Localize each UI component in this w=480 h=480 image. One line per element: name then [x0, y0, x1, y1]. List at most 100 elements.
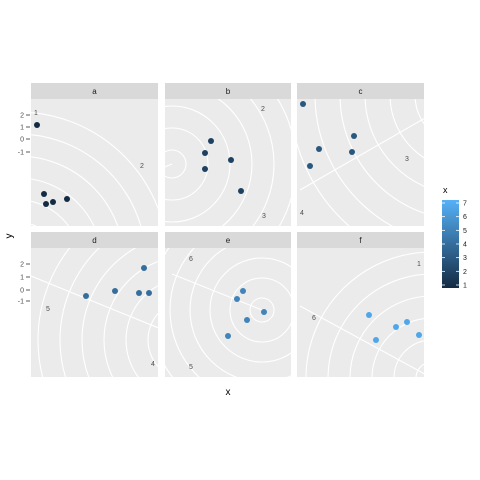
- panel-background: [297, 248, 424, 377]
- circle-label: 4: [151, 361, 155, 368]
- data-point: [366, 312, 372, 318]
- data-point: [404, 319, 410, 325]
- data-point: [316, 146, 322, 152]
- circle-label: 3: [405, 156, 409, 163]
- y-tick-label: 2: [20, 262, 24, 269]
- y-axis-label: y: [4, 234, 15, 239]
- x-axis-label: x: [226, 387, 231, 398]
- facet-strip-label: a: [92, 87, 97, 96]
- polar-gridlines: [297, 99, 424, 226]
- data-point: [244, 317, 250, 323]
- y-tick-label: -1: [18, 150, 24, 157]
- circle-label: 5: [46, 306, 50, 313]
- grid-circle: [125, 285, 158, 377]
- data-point: [112, 288, 118, 294]
- panel-background: [31, 248, 158, 377]
- facet-panel-f: f 1 6: [297, 232, 424, 377]
- circle-label: 1: [417, 261, 421, 268]
- panel-background: [165, 248, 291, 377]
- grid-circle: [165, 105, 231, 223]
- legend-tick-label: 7: [463, 201, 467, 208]
- data-point: [240, 288, 246, 294]
- circle-label: 5: [189, 364, 193, 371]
- grid-spoke: [171, 273, 263, 311]
- grid-spoke: [299, 305, 424, 375]
- grid-spoke: [0, 180, 18, 262]
- data-point: [228, 157, 234, 163]
- data-point: [393, 324, 399, 330]
- facet-strip-label: c: [359, 87, 363, 96]
- grid-circle: [217, 99, 253, 226]
- grid-circle: [81, 248, 137, 377]
- panel-background: [165, 99, 291, 226]
- circle-label: 4: [300, 210, 304, 217]
- circle-label: 1: [34, 110, 38, 117]
- circle-label: 3: [262, 213, 266, 220]
- facet-strip-label: e: [226, 236, 231, 245]
- grid-circle: [229, 277, 291, 343]
- data-point: [300, 101, 306, 107]
- facet-strip-label: d: [92, 236, 96, 245]
- grid-circle: [415, 363, 424, 377]
- polar-gridlines: [299, 251, 424, 377]
- legend-colorbar: [442, 200, 459, 288]
- y-tick-label: 2: [20, 113, 24, 120]
- data-point: [34, 122, 40, 128]
- panel-background: [31, 99, 158, 226]
- legend-tick-label: 4: [463, 242, 467, 249]
- legend-tick-label: 1: [463, 283, 467, 290]
- polar-gridlines: [31, 248, 158, 377]
- y-tick-label: -1: [18, 299, 24, 306]
- grid-spoke: [31, 275, 158, 329]
- data-point: [136, 290, 142, 296]
- data-point: [238, 188, 244, 194]
- facet-strip-label: b: [226, 87, 231, 96]
- circle-label: 6: [189, 256, 193, 263]
- facet-strip-e: [165, 232, 291, 248]
- y-tick-label: 0: [20, 137, 24, 144]
- data-point: [349, 149, 355, 155]
- grid-circle: [393, 340, 424, 377]
- circle-label: 2: [140, 163, 144, 170]
- data-point: [351, 133, 357, 139]
- data-point: [146, 290, 152, 296]
- color-legend: x 1 2 3 4 5 6 7: [442, 185, 467, 290]
- legend-tick-label: 6: [463, 214, 467, 221]
- grid-circle: [59, 248, 100, 377]
- legend-tick-label: 3: [463, 255, 467, 262]
- y-tick-label: 1: [20, 275, 24, 282]
- facet-panel-d: d 5 4 -1 0 1 2: [18, 232, 158, 377]
- y-tick-label: 0: [20, 288, 24, 295]
- grid-spoke: [299, 117, 424, 191]
- grid-circle: [147, 312, 158, 368]
- data-point: [307, 163, 313, 169]
- panel-background: [297, 99, 424, 226]
- grid-circle: [165, 149, 187, 179]
- data-point: [43, 201, 49, 207]
- data-point: [202, 150, 208, 156]
- grid-circle: [209, 257, 291, 363]
- data-point: [64, 196, 70, 202]
- circle-label: 2: [261, 106, 265, 113]
- facet-panel-b: b 2 3: [165, 83, 291, 226]
- facet-strip-c: [297, 83, 424, 99]
- grid-circle: [249, 297, 275, 323]
- legend-title: x: [443, 185, 448, 195]
- data-point: [83, 293, 89, 299]
- circle-label: 6: [312, 315, 316, 322]
- facet-panel-e: e 6 5: [165, 232, 291, 377]
- facet-strip-d: [31, 232, 158, 248]
- data-point: [50, 199, 56, 205]
- grid-circle: [165, 127, 209, 201]
- data-point: [41, 191, 47, 197]
- legend-ticks: 1 2 3 4 5 6 7: [442, 201, 467, 290]
- polar-gridlines: [165, 248, 291, 377]
- data-point: [141, 265, 147, 271]
- y-tick-label: 1: [20, 125, 24, 132]
- grid-circle: [414, 99, 424, 125]
- data-point: [234, 296, 240, 302]
- facet-strip-f: [297, 232, 424, 248]
- facet-strip-label: f: [359, 236, 362, 245]
